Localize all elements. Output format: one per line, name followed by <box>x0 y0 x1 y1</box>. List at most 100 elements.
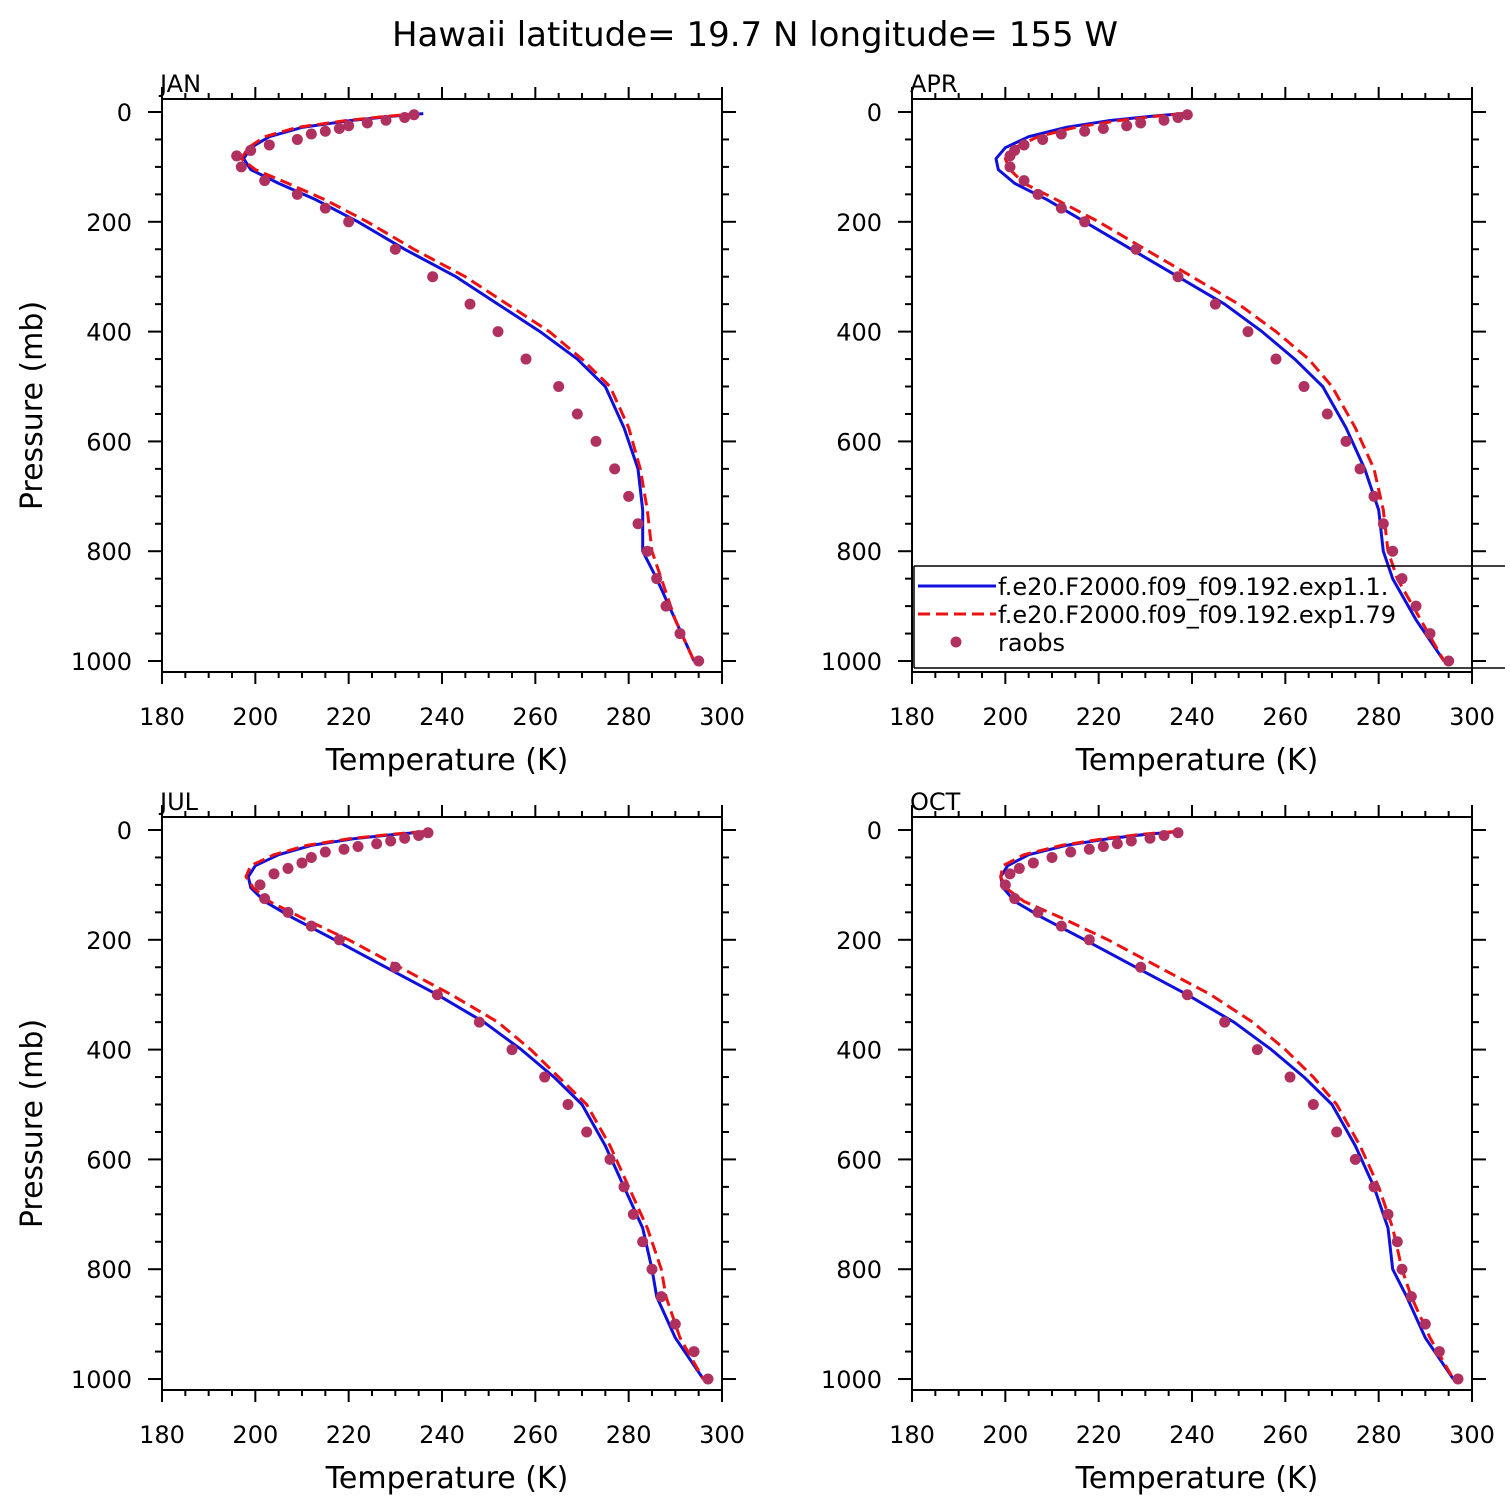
x-axis-label: Temperature (K) <box>325 1461 569 1496</box>
y-tick-label: 600 <box>86 428 132 456</box>
x-axis-label: Temperature (K) <box>1075 743 1319 778</box>
obs-point <box>305 851 317 863</box>
obs-point <box>1135 961 1147 973</box>
x-tick-label: 260 <box>1262 1421 1308 1449</box>
obs-point <box>1032 188 1044 200</box>
x-tick-label: 280 <box>1356 1421 1402 1449</box>
obs-point <box>1349 1153 1361 1165</box>
obs-point <box>1172 271 1184 283</box>
y-tick-label: 200 <box>86 927 132 955</box>
obs-point <box>627 1208 639 1220</box>
obs-point <box>319 202 331 214</box>
obs-point <box>259 175 271 187</box>
series-line-exp1-79 <box>239 112 696 662</box>
y-tick-label: 400 <box>836 1037 882 1065</box>
x-tick-label: 240 <box>419 703 465 731</box>
obs-point <box>1410 600 1422 612</box>
x-tick-label: 180 <box>889 703 935 731</box>
obs-point <box>1209 298 1221 310</box>
obs-point <box>1377 518 1389 530</box>
obs-point <box>427 271 439 283</box>
obs-point <box>319 846 331 858</box>
x-tick-label: 260 <box>1262 703 1308 731</box>
obs-point <box>422 827 434 839</box>
y-tick-label: 1000 <box>821 648 882 676</box>
y-tick-label: 400 <box>86 319 132 347</box>
obs-point <box>296 857 308 869</box>
obs-point <box>1125 835 1137 847</box>
series-line-exp1-79 <box>999 830 1455 1380</box>
obs-point <box>408 109 420 121</box>
obs-point <box>333 122 345 134</box>
x-tick-label: 200 <box>982 1421 1028 1449</box>
y-tick-label: 0 <box>117 99 132 127</box>
x-tick-label: 260 <box>512 703 558 731</box>
obs-point <box>1396 1263 1408 1275</box>
obs-point <box>632 518 644 530</box>
series-line-exp1-1 <box>246 830 705 1380</box>
obs-point <box>669 1318 681 1330</box>
obs-point <box>1331 1126 1343 1138</box>
obs-point <box>492 326 504 338</box>
obs-point <box>338 843 350 855</box>
obs-point <box>1004 161 1016 173</box>
obs-point <box>641 545 653 557</box>
y-tick-label: 800 <box>86 1256 132 1284</box>
obs-point <box>604 1153 616 1165</box>
obs-point <box>1079 125 1091 137</box>
obs-point <box>343 120 355 132</box>
obs-point <box>245 144 257 156</box>
obs-point <box>1242 326 1254 338</box>
obs-point <box>999 879 1011 891</box>
obs-point <box>1046 851 1058 863</box>
obs-point <box>333 934 345 946</box>
y-tick-label: 1000 <box>71 648 132 676</box>
series-raobs <box>254 827 714 1385</box>
obs-point <box>693 655 705 667</box>
x-tick-label: 200 <box>982 703 1028 731</box>
obs-point <box>1097 840 1109 852</box>
obs-point <box>1055 202 1067 214</box>
x-tick-label: 300 <box>699 703 745 731</box>
obs-point <box>637 1236 649 1248</box>
obs-point <box>1382 1208 1394 1220</box>
obs-point <box>1219 1016 1231 1028</box>
obs-point <box>1009 893 1021 905</box>
obs-point <box>389 243 401 255</box>
x-tick-label: 220 <box>326 1421 372 1449</box>
x-tick-label: 180 <box>139 703 185 731</box>
obs-point <box>1172 827 1184 839</box>
obs-point <box>1018 139 1030 151</box>
obs-point <box>623 490 635 502</box>
obs-point <box>571 408 583 420</box>
obs-point <box>1013 862 1025 874</box>
y-tick-label: 1000 <box>821 1366 882 1394</box>
figure-title: Hawaii latitude= 19.7 N longitude= 155 W <box>392 15 1118 55</box>
panel-title: JUL <box>158 788 199 816</box>
obs-point <box>655 1291 667 1303</box>
x-tick-label: 240 <box>419 1421 465 1449</box>
obs-point <box>263 139 275 151</box>
y-tick-label: 200 <box>836 209 882 237</box>
obs-point <box>1135 117 1147 129</box>
obs-point <box>305 128 317 140</box>
obs-point <box>268 868 280 880</box>
obs-point <box>1097 122 1109 134</box>
obs-point <box>1443 655 1455 667</box>
y-tick-label: 600 <box>836 1146 882 1174</box>
obs-point <box>1452 1373 1464 1385</box>
obs-point <box>282 906 294 918</box>
y-axis-label: Pressure (mb) <box>15 1019 50 1228</box>
y-tick-label: 400 <box>836 319 882 347</box>
plot-frame <box>161 816 723 1391</box>
obs-point <box>674 628 686 640</box>
obs-point <box>1004 868 1016 880</box>
obs-point <box>520 353 532 365</box>
x-tick-label: 300 <box>699 1421 745 1449</box>
obs-point <box>660 600 672 612</box>
obs-point <box>609 463 621 475</box>
obs-point <box>464 298 476 310</box>
series-raobs <box>1004 109 1455 667</box>
obs-point <box>1083 843 1095 855</box>
